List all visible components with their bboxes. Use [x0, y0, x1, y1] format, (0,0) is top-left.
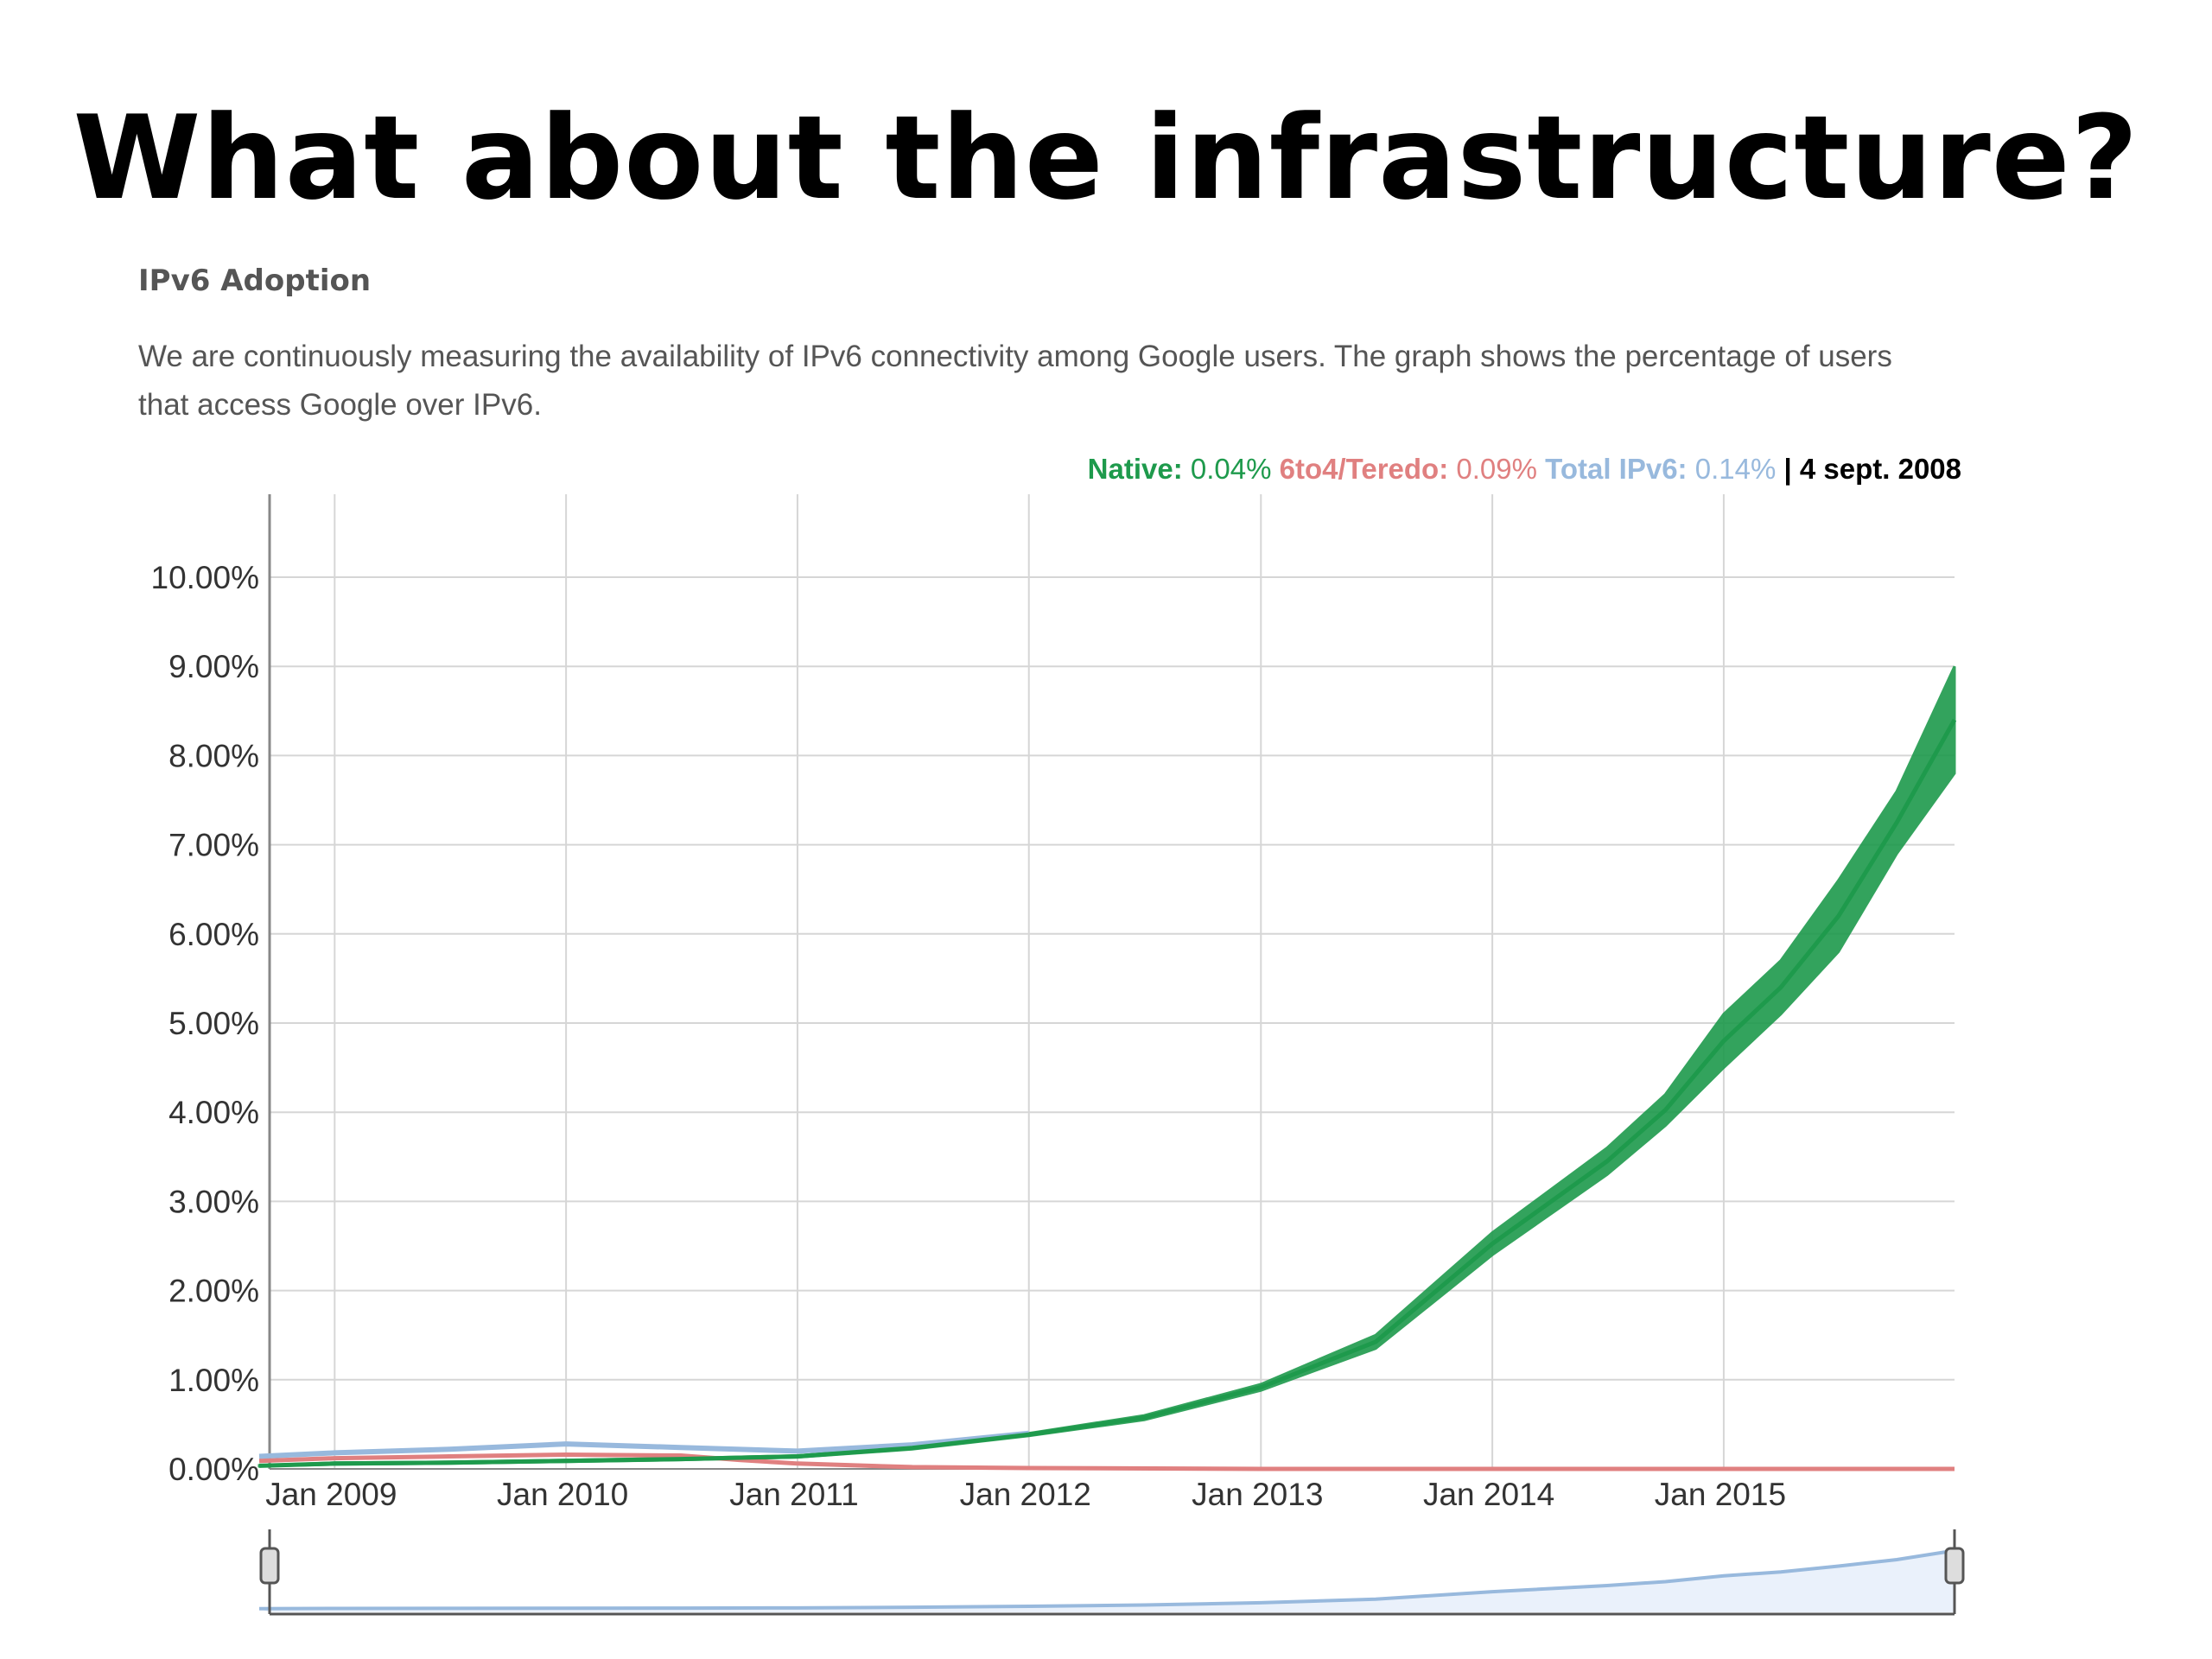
y-tick-label: 1.00% — [168, 1363, 259, 1398]
x-tick-label: Jan 2015 — [1655, 1477, 1786, 1512]
chart-legend: Native: 0.04% 6to4/Teredo: 0.09% Total I… — [1088, 453, 1961, 486]
y-tick-label: 9.00% — [168, 649, 259, 684]
legend-total-label: Total IPv6: — [1545, 453, 1688, 485]
range-selector-left-handle[interactable] — [259, 1547, 280, 1585]
legend-native-label: Native: — [1087, 453, 1183, 485]
range-selector-line — [258, 1548, 1955, 1611]
x-tick-label: Jan 2013 — [1192, 1477, 1323, 1512]
y-tick-label: 6.00% — [168, 917, 259, 952]
slide-title: What about the infrastructure? — [73, 91, 2139, 226]
legend-teredo-label: 6to4/Teredo: — [1279, 453, 1449, 485]
x-tick-label: Jan 2011 — [729, 1477, 859, 1512]
series-6to4-teredo — [258, 1452, 1955, 1471]
range-selector-right-handle[interactable] — [1944, 1547, 1965, 1585]
y-tick-label: 7.00% — [168, 828, 259, 863]
series-total-ipv6 — [258, 1430, 1030, 1459]
y-tick-label: 2.00% — [168, 1274, 259, 1309]
section-heading: IPv6 Adoption — [138, 264, 372, 298]
series-native — [258, 718, 1957, 1468]
y-tick-label: 3.00% — [168, 1184, 259, 1219]
x-tick-label: Jan 2009 — [265, 1477, 397, 1512]
y-tick-label: 4.00% — [168, 1095, 259, 1130]
x-tick-label: Jan 2012 — [960, 1477, 1091, 1512]
legend-total-value: 0.14% — [1694, 453, 1777, 485]
x-tick-label: Jan 2010 — [497, 1477, 628, 1512]
y-tick-label: 10.00% — [151, 560, 260, 595]
x-tick-label: Jan 2014 — [1423, 1477, 1554, 1512]
y-tick-label: 0.00% — [168, 1452, 259, 1487]
range-selector-area — [259, 1550, 1955, 1612]
section-description: We are continuously measuring the availa… — [138, 340, 1892, 422]
legend-date: 4 sept. 2008 — [1799, 453, 1961, 485]
legend-separator: | — [1783, 453, 1792, 485]
y-tick-label: 8.00% — [168, 738, 259, 773]
y-tick-label: 5.00% — [168, 1006, 259, 1041]
legend-native-value: 0.04% — [1190, 453, 1272, 485]
legend-teredo-value: 0.09% — [1456, 453, 1537, 485]
